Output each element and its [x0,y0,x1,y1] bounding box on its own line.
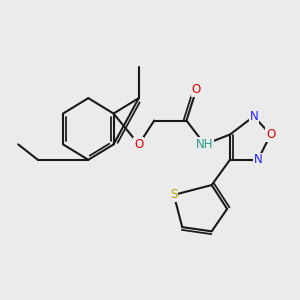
Text: NH: NH [196,138,213,151]
Text: O: O [266,128,275,141]
Text: O: O [134,138,143,151]
Text: O: O [192,83,201,96]
Text: N: N [249,110,258,123]
Text: N: N [254,153,262,166]
Text: S: S [170,188,178,201]
